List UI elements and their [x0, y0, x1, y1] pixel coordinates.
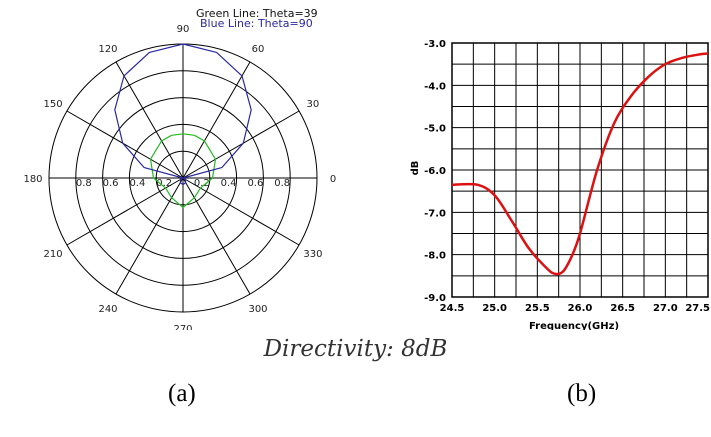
x-tick-label: 26.0 [568, 303, 593, 314]
polar-angle-label: 90 [177, 24, 190, 35]
polar-spoke [115, 61, 184, 179]
polar-angle-label: 240 [98, 304, 117, 315]
legend-green: Green Line: Theta=39 [196, 7, 318, 20]
polar-radial-label: 0.8 [274, 178, 290, 189]
x-tick-label: 25.5 [525, 303, 550, 314]
polar-angle-label: 270 [173, 324, 192, 330]
polar-spoke [182, 61, 251, 179]
x-tick-label: 27.0 [653, 303, 678, 314]
x-tick-label: 24.5 [440, 303, 465, 314]
y-tick-label: -4.0 [424, 81, 446, 92]
subfigure-label-a: (a) [168, 380, 196, 407]
polar-angle-label: 0 [330, 174, 336, 185]
polar-radial-label: 0.6 [247, 178, 263, 189]
frequency-plot: -3.0 -4.0 -5.0 -6.0 -7.0 -8.0 -9.024.5 25.0 25.5… [410, 39, 710, 330]
x-tick-label: 25.0 [482, 303, 507, 314]
y-tick-label: -7.0 [424, 208, 446, 219]
polar-radial-label: 0.4 [221, 178, 237, 189]
polar-spoke [182, 177, 300, 246]
polar-spoke [115, 177, 184, 295]
polar-angle-label: 60 [252, 44, 265, 55]
x-tick-label: 27.5 [685, 303, 710, 314]
plot-frame [451, 42, 709, 298]
polar-radial-label: 0.4 [129, 178, 145, 189]
figure: 90 120 150 180 210 240 270 300 330 0 30 60 0.8 0.6 0.4… [23, 7, 710, 330]
subfigure-label-b: (b) [567, 380, 597, 407]
polar-angle-label: 330 [303, 249, 322, 260]
polar-angle-label: 300 [248, 304, 267, 315]
polar-angle-label: 150 [44, 99, 63, 110]
y-tick-label: -5.0 [424, 124, 446, 135]
x-tick-label: 26.5 [610, 303, 635, 314]
polar-spoke [182, 110, 300, 179]
polar-radial-label: 0.2 [156, 178, 172, 189]
green-line-series [149, 133, 217, 209]
polar-angle-label: 30 [307, 99, 320, 110]
polar-spoke [182, 177, 251, 295]
db-curve [451, 52, 709, 276]
polar-spoke [66, 110, 184, 179]
y-tick-label: -6.0 [424, 166, 446, 177]
polar-angle-label: 120 [98, 44, 117, 55]
directivity-caption: Directivity: 8dB [263, 336, 448, 362]
polar-spoke [66, 177, 184, 246]
y-tick-label: -9.0 [424, 293, 446, 304]
polar-radial-label: 0.6 [103, 178, 119, 189]
polar-plot: 90 120 150 180 210 240 270 300 330 0 30 60 0.8 0.6 0.4… [23, 7, 336, 330]
blue-line-series [114, 43, 252, 186]
y-tick-label: -8.0 [424, 251, 446, 262]
y-axis-label: dB [410, 161, 421, 176]
polar-angle-label: 180 [23, 174, 42, 185]
y-tick-label: -3.0 [424, 39, 446, 50]
x-axis-label: Frequency(GHz) [529, 321, 619, 330]
legend-blue: Blue Line: Theta=90 [200, 17, 313, 30]
polar-radial-label: 0.2 [194, 178, 210, 189]
polar-radial-label: 0.8 [76, 178, 92, 189]
polar-angle-label: 210 [44, 249, 63, 260]
